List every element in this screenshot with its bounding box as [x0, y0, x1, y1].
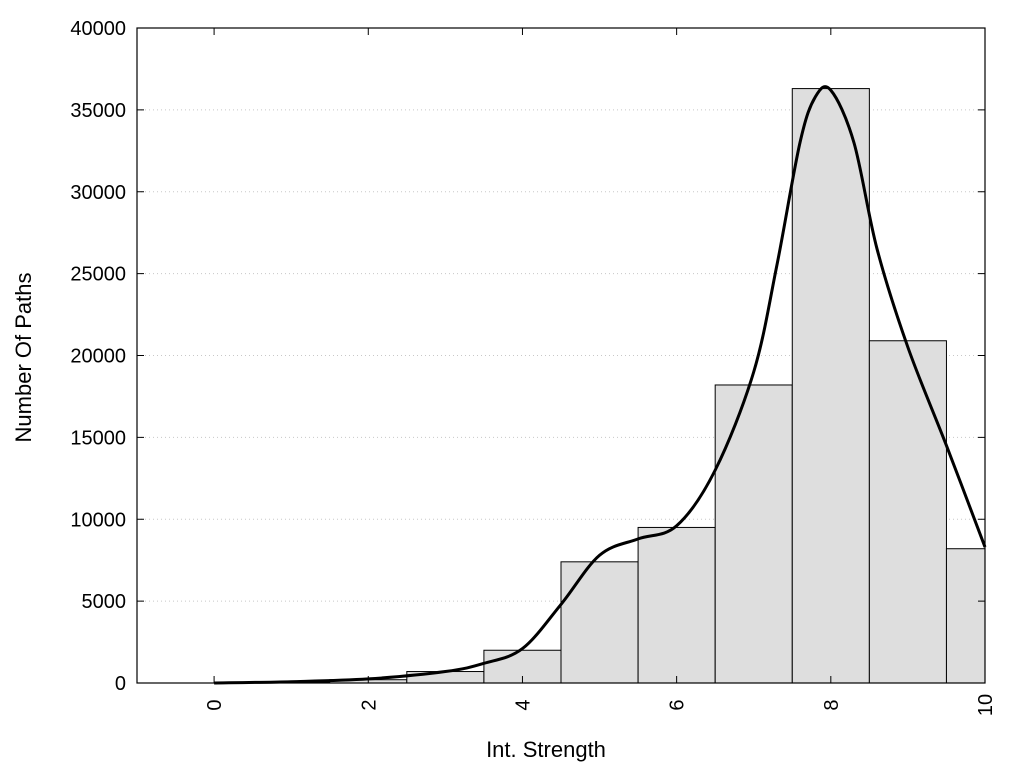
- y-tick-label: 40000: [70, 18, 126, 40]
- curve-layer: [214, 85, 987, 685]
- histogram-bar: [868, 340, 947, 684]
- x-axis-ticks: 0 2 4 6 8 10: [204, 28, 997, 716]
- histogram-bar: [560, 561, 639, 684]
- x-tick-label: 4: [512, 699, 534, 710]
- density-curve: [214, 85, 987, 685]
- y-tick-label: 0: [115, 673, 126, 695]
- bars: [252, 88, 986, 684]
- histogram-bar: [714, 384, 793, 684]
- x-tick-label: 0: [204, 699, 226, 710]
- histogram-bar: [791, 88, 870, 684]
- y-tick-label: 15000: [70, 427, 126, 449]
- y-tick-label: 20000: [70, 346, 126, 368]
- y-axis-title: Number Of Paths: [11, 273, 36, 443]
- x-tick-label: 10: [975, 694, 997, 716]
- histogram-bar: [637, 526, 716, 684]
- y-tick-label: 30000: [70, 182, 126, 204]
- y-tick-label: 25000: [70, 264, 126, 286]
- histogram-bar: [945, 548, 986, 684]
- x-tick-label: 6: [667, 699, 689, 710]
- y-tick-label: 5000: [82, 591, 127, 613]
- x-axis-title: Int. Strength: [486, 737, 606, 762]
- y-tick-label: 35000: [70, 100, 126, 122]
- y-axis-ticks: 0 5000 10000 15000 20000 25000 30000 35000 40000: [70, 18, 985, 695]
- x-tick-label: 2: [358, 699, 380, 710]
- x-tick-label: 8: [821, 699, 843, 710]
- y-tick-label: 10000: [70, 509, 126, 531]
